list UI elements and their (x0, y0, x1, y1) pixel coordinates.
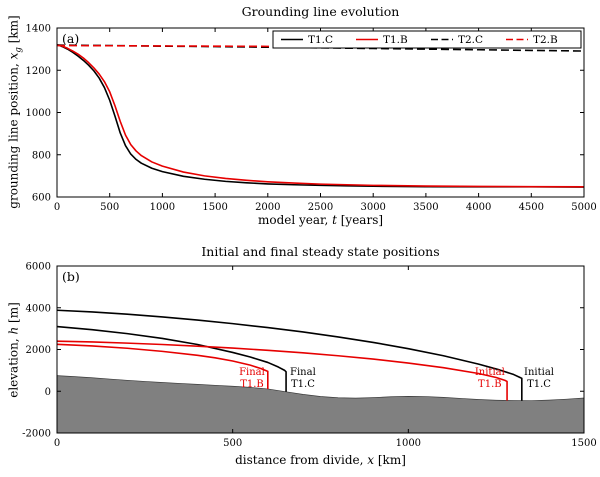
y-tick-label: 1400 (26, 24, 51, 35)
annotation-Final-T1.B: Final T1.B (239, 367, 265, 390)
ylabel-text: elevation, (6, 334, 21, 398)
bed-profile (56, 375, 585, 434)
xlabel-variable: x (367, 453, 375, 467)
legend-label: T2.C (458, 34, 483, 46)
x-tick-label: 1500 (571, 438, 596, 449)
y-tick-label: 2000 (26, 345, 51, 356)
panel-a-x-axis-label: model year, t [years] (57, 213, 584, 230)
legend-label: T2.B (533, 34, 558, 46)
x-tick-label: 500 (100, 202, 119, 213)
y-tick-label: 800 (32, 150, 51, 161)
x-tick-label: 3500 (413, 202, 438, 213)
panel-a-title: Grounding line evolution (241, 4, 400, 19)
series-Final-T1.C (56, 325, 287, 392)
panel-a: 0 500 1000 1500 2000 2500 3000 3500 4000 4500 5000… (6, 4, 597, 230)
y-tick-label: 6000 (26, 262, 51, 273)
y-tick-label: -2000 (22, 429, 51, 440)
x-tick-label: 1500 (202, 202, 227, 213)
panel-b-title: Initial and final steady state positions (201, 244, 440, 259)
ylabel-subscript: g (13, 47, 24, 53)
x-tick-label: 2000 (255, 202, 280, 213)
ylabel-variable: h (6, 326, 21, 335)
x-tick-label: 0 (54, 438, 60, 449)
annotation-Initial-T1.C: Initial T1.C (524, 367, 554, 390)
panel-b-y-axis-label: elevation, h [m] (6, 302, 23, 398)
xlabel-text: distance from divide, (235, 453, 368, 467)
legend-box (272, 30, 582, 49)
panel-b: 0 500 1000 1500 -2000 0 2000 4000 6000 Final T1.B F… (0, 240, 600, 477)
xlabel-units: [km] (374, 453, 406, 467)
panel-a-y-axis-label: grounding line position, xg [km] (6, 15, 23, 208)
xlabel-text: model year, (257, 213, 333, 227)
grounding-line-evolution-chart: 0 500 1000 1500 2000 2500 3000 3500 4000 4500 5000… (26, 24, 597, 214)
x-tick-label: 0 (54, 202, 60, 213)
panel-b-x-axis-label: distance from divide, x [km] (57, 453, 584, 470)
y-tick-label: 0 (45, 387, 51, 398)
x-tick-label: 500 (223, 438, 242, 449)
legend-label: T1.C (308, 34, 333, 46)
y-tick-label: 1200 (26, 66, 51, 77)
y-tick-label: 4000 (26, 303, 51, 314)
panel-b-label: (b) (62, 269, 80, 284)
series-T1.C (56, 44, 585, 188)
x-tick-label: 4500 (519, 202, 544, 213)
x-tick-label: 2500 (308, 202, 333, 213)
series-T1.B (56, 44, 585, 188)
y-tick-label: 1000 (26, 108, 51, 119)
annotation-Initial-T1.B: Initial T1.B (475, 367, 505, 390)
x-tick-label: 3000 (360, 202, 385, 213)
x-tick-label: 4000 (466, 202, 491, 213)
xlabel-units: [years] (336, 213, 384, 227)
xlabel-variable: t (332, 213, 337, 227)
x-tick-label: 5000 (571, 202, 596, 213)
x-tick-label: 1000 (150, 202, 175, 213)
series-Initial-T1.C (56, 309, 523, 401)
x-tick-label: 1000 (396, 438, 421, 449)
axes-box (56, 27, 585, 198)
y-tick-label: 600 (32, 193, 51, 204)
ylabel-units: [km] (6, 15, 21, 48)
legend-label: T1.B (383, 34, 408, 46)
ylabel-variable: x (6, 52, 21, 60)
series-Final-T1.B (56, 343, 269, 389)
ylabel-text: grounding line position, (6, 59, 21, 209)
panel-a-label: (a) (62, 31, 80, 46)
annotation-Final-T1.C: Final T1.C (290, 367, 316, 390)
ylabel-units: [m] (6, 302, 21, 327)
series-Initial-T1.B (56, 340, 508, 401)
